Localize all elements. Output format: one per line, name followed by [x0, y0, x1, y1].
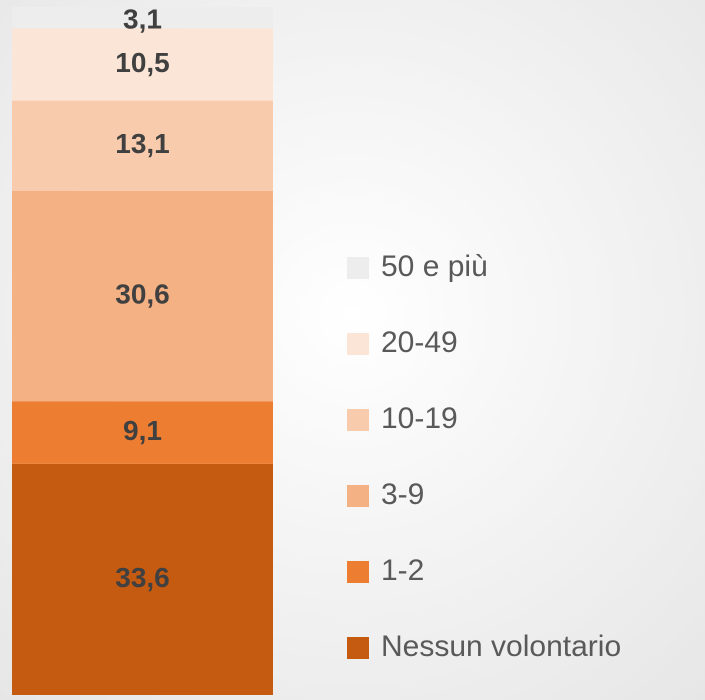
bar-segment — [12, 100, 273, 191]
legend-label: Nessun volontario — [381, 630, 621, 663]
legend-swatch — [347, 257, 369, 279]
data-label: 10,5 — [115, 47, 170, 78]
legend-swatch — [347, 485, 369, 507]
legend-label: 1-2 — [381, 554, 424, 587]
legend-label: 20-49 — [381, 326, 458, 359]
data-label: 13,1 — [115, 128, 170, 159]
data-label: 3,1 — [123, 3, 162, 34]
legend-swatch — [347, 637, 369, 659]
data-label: 9,1 — [123, 415, 162, 446]
legend-label: 3-9 — [381, 478, 424, 511]
bar-segment — [12, 28, 273, 101]
bar-segment — [12, 7, 273, 29]
bar-segment — [12, 401, 273, 464]
bar-segment — [12, 463, 273, 695]
legend-swatch — [347, 561, 369, 583]
legend-label: 10-19 — [381, 402, 458, 435]
data-label: 33,6 — [115, 562, 170, 593]
bar-segment — [12, 190, 273, 402]
legend-swatch — [347, 409, 369, 431]
legend-swatch — [347, 333, 369, 355]
data-label: 30,6 — [115, 278, 170, 309]
legend-label: 50 e più — [381, 250, 488, 283]
